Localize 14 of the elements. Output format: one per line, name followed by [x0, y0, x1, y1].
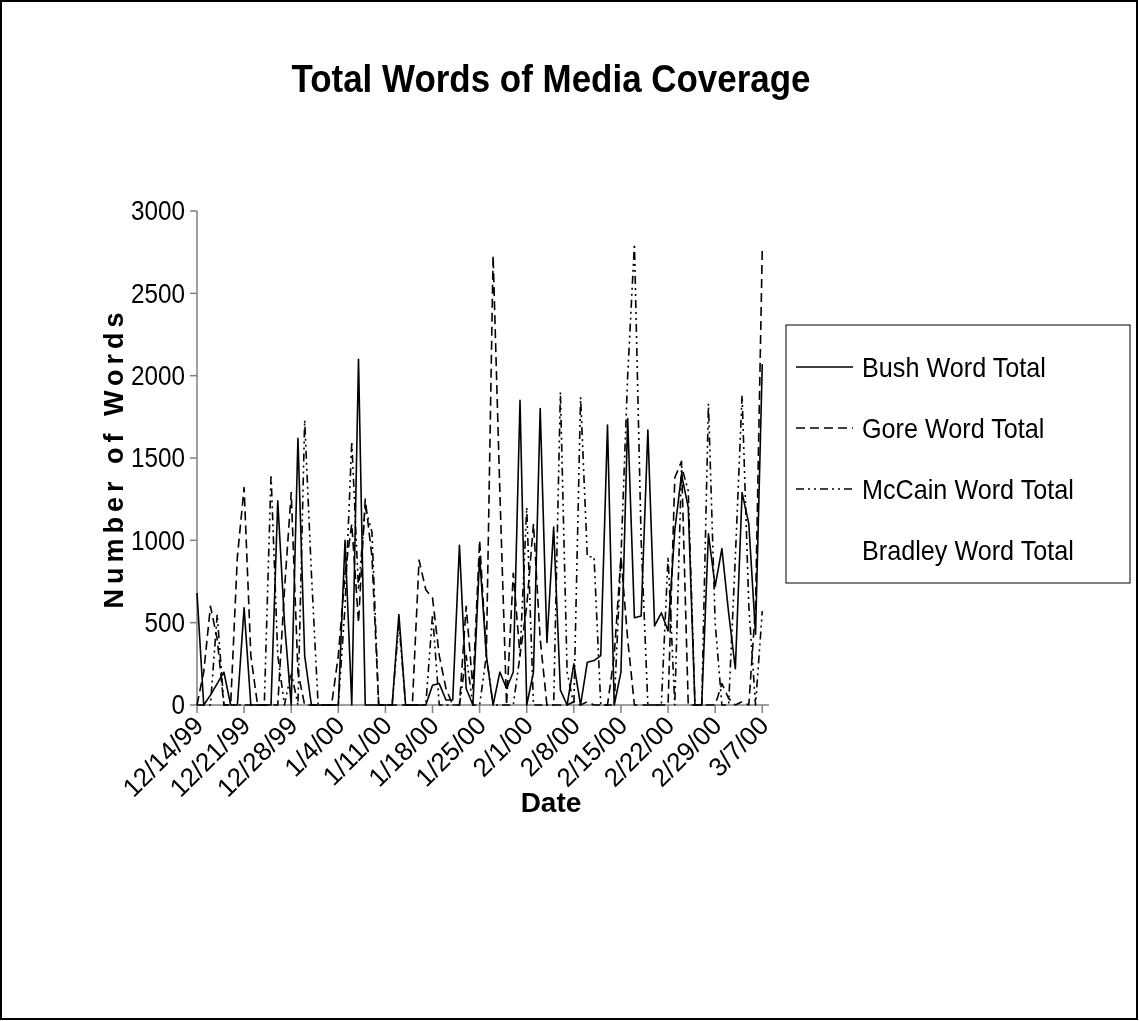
- text: Bradley Word Total: [862, 534, 1074, 567]
- y-tick-label: 2000: [130, 360, 185, 391]
- y-tick-label: 500: [144, 607, 185, 638]
- y-tick-label: 1500: [130, 443, 185, 473]
- legend-label: Gore Word Total: [862, 412, 1045, 445]
- legend-label: McCain Word Total: [862, 473, 1074, 506]
- y-tick-label: 2500: [130, 278, 185, 309]
- x-axis-title: Date: [520, 787, 582, 818]
- legend-label: Bush Word Total: [862, 351, 1046, 384]
- chart-title: Total Words of Media Coverage: [291, 57, 811, 101]
- y-tick-label: 1000: [130, 525, 185, 556]
- y-tick-label: 0: [171, 690, 185, 720]
- y-tick-label: 3000: [130, 196, 185, 226]
- y-axis-title: Number of Words: [99, 307, 129, 609]
